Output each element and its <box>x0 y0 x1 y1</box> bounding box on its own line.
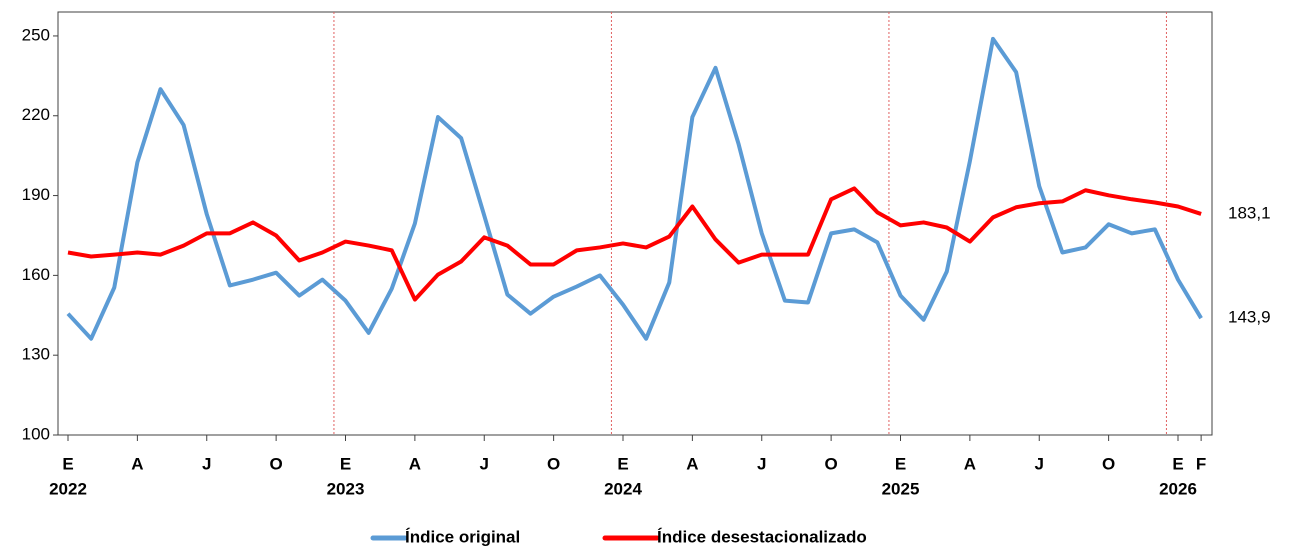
y-tick-label: 250 <box>22 25 50 44</box>
value-label: 143,9 <box>1228 308 1271 327</box>
plot-frame <box>57 11 1213 436</box>
y-tick-label: 130 <box>22 345 50 364</box>
y-tick-label: 100 <box>22 424 50 443</box>
x-tick-label: E <box>340 454 351 473</box>
x-tick-label: J <box>1035 454 1044 473</box>
legend-label: Índice original <box>405 527 520 546</box>
series-line <box>66 36 1203 341</box>
year-label: 2026 <box>1159 479 1197 498</box>
x-tick-label: E <box>895 454 906 473</box>
value-label: 183,1 <box>1228 203 1271 222</box>
year-label: 2024 <box>604 479 642 498</box>
year-label: 2022 <box>49 479 87 498</box>
y-tick-label: 190 <box>22 185 50 204</box>
legend-label: Índice desestacionalizado <box>657 527 867 546</box>
y-tick-label: 160 <box>22 265 50 284</box>
year-label: 2023 <box>327 479 365 498</box>
x-tick-label: E <box>1172 454 1183 473</box>
x-tick-label: E <box>617 454 628 473</box>
y-tick-label: 220 <box>22 105 50 124</box>
x-tick-label: E <box>62 454 73 473</box>
year-label: 2025 <box>882 479 920 498</box>
x-tick-label: O <box>825 454 838 473</box>
x-tick-label: A <box>686 454 698 473</box>
x-tick-label: J <box>202 454 211 473</box>
x-tick-label: O <box>547 454 560 473</box>
x-tick-label: O <box>270 454 283 473</box>
x-tick-label: J <box>480 454 489 473</box>
series-line <box>67 186 1202 302</box>
x-tick-label: F <box>1196 454 1206 473</box>
x-tick-label: A <box>964 454 976 473</box>
x-tick-label: J <box>757 454 766 473</box>
x-tick-label: A <box>131 454 143 473</box>
x-tick-label: O <box>1102 454 1115 473</box>
x-tick-label: A <box>409 454 421 473</box>
